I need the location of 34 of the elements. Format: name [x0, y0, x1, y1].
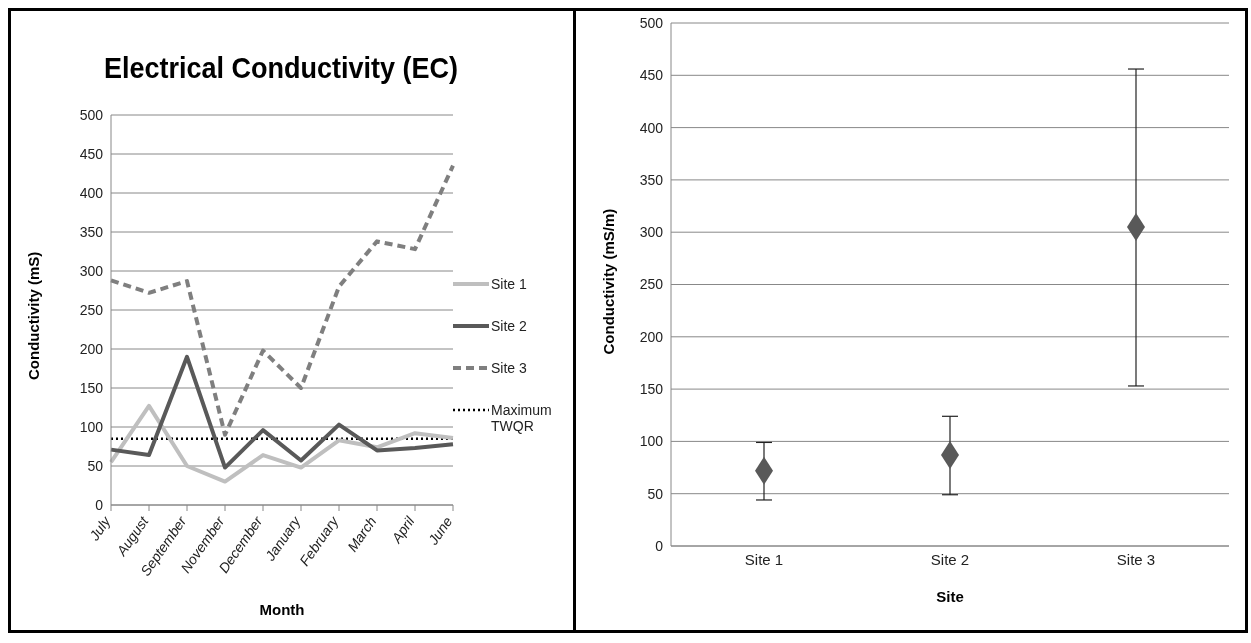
chart-title: Electrical Conductivity (EC)	[102, 51, 460, 85]
y-tick-label: 250	[79, 301, 104, 318]
y-tick-label: 450	[639, 67, 664, 84]
y-tick-label: 150	[79, 379, 104, 396]
y-tick-label: 500	[79, 106, 104, 123]
y-axis-title: Conductivity (mS/m)	[600, 208, 618, 355]
x-axis-title: Site	[936, 588, 964, 605]
y-tick-label: 200	[79, 340, 104, 357]
y-tick-label: 300	[639, 224, 664, 241]
y-tick-label: 0	[655, 537, 664, 554]
legend-label: Maximum TWQR	[491, 402, 553, 434]
y-tick-label: 400	[79, 184, 104, 201]
y-tick-label: 350	[79, 223, 104, 240]
x-tick-label: Site 2	[930, 550, 970, 568]
y-tick-label: 450	[79, 145, 104, 162]
legend-label: Site 2	[491, 318, 528, 334]
y-tick-label: 50	[87, 457, 104, 474]
y-tick-label: 250	[639, 276, 664, 293]
legend-label: Site 1	[491, 276, 528, 292]
y-tick-label: 150	[639, 381, 664, 398]
y-tick-label: 100	[639, 433, 664, 450]
y-tick-label: 50	[647, 485, 664, 502]
y-tick-label: 0	[95, 496, 104, 513]
y-tick-label: 350	[639, 171, 664, 188]
y-tick-label: 100	[79, 418, 104, 435]
x-tick-label: Site 1	[744, 550, 784, 568]
y-axis-title: Conductivity (mS)	[25, 251, 43, 380]
y-tick-label: 400	[639, 119, 664, 136]
y-tick-label: 500	[639, 14, 664, 31]
x-tick-label: Site 3	[1116, 550, 1156, 568]
legend-label: Site 3	[491, 360, 528, 376]
y-tick-label: 300	[79, 262, 104, 279]
x-axis-title: Month	[259, 601, 305, 618]
y-tick-label: 200	[639, 328, 664, 345]
